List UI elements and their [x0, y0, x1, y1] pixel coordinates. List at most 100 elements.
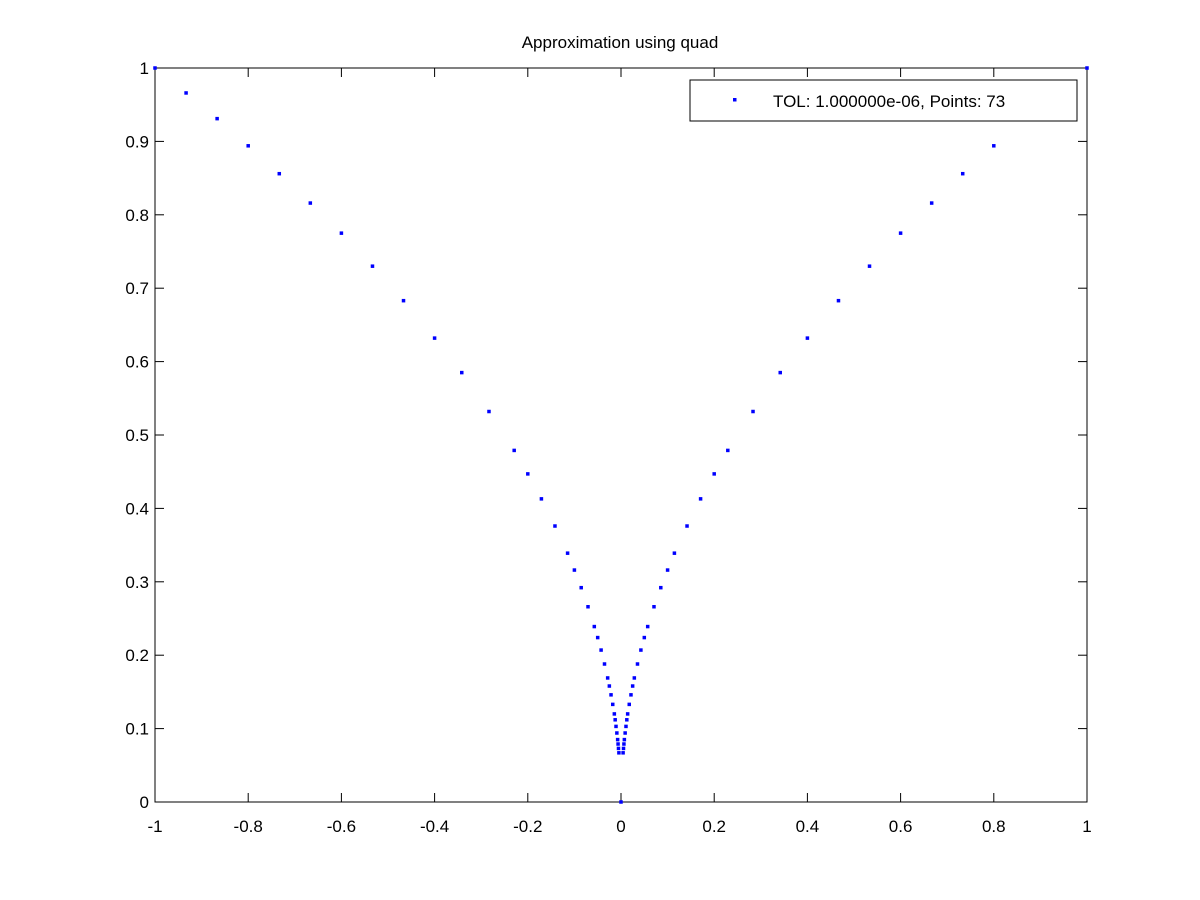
- x-tick-label: 0.4: [796, 817, 820, 836]
- data-point: [614, 724, 618, 729]
- y-tick-label: 0.9: [125, 132, 149, 151]
- data-point: [215, 116, 219, 121]
- legend: TOL: 1.000000e-06, Points: 73: [689, 79, 1078, 122]
- data-point: [659, 585, 663, 590]
- data-point: [960, 171, 965, 176]
- data-point: [751, 409, 755, 414]
- data-point: [992, 144, 996, 148]
- data-point: [599, 648, 603, 652]
- data-point: [621, 751, 625, 755]
- x-tick-label: -0.4: [420, 817, 449, 836]
- x-tick-label: 1: [1082, 817, 1091, 836]
- data-series: [153, 66, 1089, 804]
- y-tick-label: 0.8: [125, 206, 149, 225]
- data-point: [605, 676, 610, 680]
- data-point: [595, 635, 600, 640]
- data-point: [619, 800, 623, 804]
- data-point: [609, 693, 613, 697]
- data-point: [607, 684, 612, 688]
- data-point: [565, 551, 570, 555]
- data-point: [624, 724, 628, 729]
- data-point: [642, 635, 647, 640]
- x-tick-label: 0: [616, 817, 625, 836]
- data-point: [615, 731, 619, 735]
- x-tick-label: 0.2: [702, 817, 726, 836]
- data-point: [805, 336, 810, 340]
- data-point: [623, 731, 627, 735]
- data-point: [616, 746, 621, 751]
- data-point: [621, 746, 626, 751]
- data-point: [184, 91, 188, 95]
- data-point: [867, 264, 872, 268]
- data-point: [602, 662, 607, 666]
- data-point: [627, 702, 631, 707]
- data-point: [726, 448, 730, 453]
- data-point: [616, 742, 620, 746]
- y-tick-label: 0.6: [125, 353, 149, 372]
- data-point: [652, 605, 656, 609]
- data-point: [685, 524, 689, 528]
- y-tick-label: 0.4: [125, 499, 149, 518]
- legend-box: [689, 79, 1078, 122]
- y-tick-label: 0: [140, 793, 149, 812]
- data-point: [370, 264, 375, 268]
- data-point: [539, 497, 544, 501]
- data-point: [929, 201, 934, 205]
- y-tick-label: 0.2: [125, 646, 149, 665]
- data-point: [632, 676, 637, 680]
- data-point: [612, 712, 617, 716]
- data-point: [277, 171, 282, 176]
- data-point: [645, 624, 650, 629]
- data-point: [617, 751, 621, 755]
- data-point: [778, 370, 782, 375]
- y-tick-label: 0.5: [125, 426, 149, 445]
- chart-title: Approximation using quad: [522, 33, 719, 52]
- y-tick-label: 0.7: [125, 279, 149, 298]
- legend-marker: [733, 98, 737, 102]
- x-tick-label: 0.8: [982, 817, 1006, 836]
- data-point: [622, 737, 627, 742]
- y-tick-label: 1: [140, 59, 149, 78]
- data-point: [622, 742, 626, 746]
- x-tick-label: -0.2: [513, 817, 542, 836]
- x-tick-label: -0.6: [327, 817, 356, 836]
- data-point: [586, 605, 590, 609]
- data-point: [635, 662, 640, 666]
- data-point: [401, 298, 406, 303]
- data-point: [698, 497, 703, 501]
- data-point: [712, 472, 716, 476]
- data-point: [572, 568, 577, 572]
- data-point: [512, 448, 516, 453]
- data-point: [579, 585, 583, 590]
- data-point: [836, 298, 841, 303]
- y-axis: 0 0.1 0.2 0.3 0.4 0.5 0.6 0.7 0.8 0.9 1: [125, 59, 1087, 812]
- data-point: [487, 409, 491, 414]
- data-point: [553, 524, 557, 528]
- data-point: [1085, 66, 1089, 70]
- x-tick-label: 0.6: [889, 817, 913, 836]
- data-point: [432, 336, 437, 340]
- y-tick-label: 0.1: [125, 720, 149, 739]
- data-point: [246, 144, 250, 148]
- data-point: [592, 624, 597, 629]
- data-point: [665, 568, 670, 572]
- data-point: [629, 693, 633, 697]
- data-point: [639, 648, 643, 652]
- data-point: [613, 718, 617, 722]
- data-point: [630, 684, 635, 688]
- data-point: [153, 66, 157, 70]
- data-point: [611, 702, 615, 707]
- y-tick-label: 0.3: [125, 573, 149, 592]
- x-tick-label: -0.8: [234, 817, 263, 836]
- data-point: [460, 370, 464, 375]
- data-point: [339, 231, 344, 235]
- x-axis: -1 -0.8 -0.6 -0.4 -0.2 0 0.2 0.4 0.6 0.8 1: [147, 68, 1092, 836]
- data-point: [898, 231, 903, 235]
- data-point: [615, 737, 620, 742]
- data-point: [625, 718, 629, 722]
- data-point: [625, 712, 630, 716]
- data-point: [526, 472, 530, 476]
- data-point: [308, 201, 313, 205]
- plot-area: [154, 67, 1088, 803]
